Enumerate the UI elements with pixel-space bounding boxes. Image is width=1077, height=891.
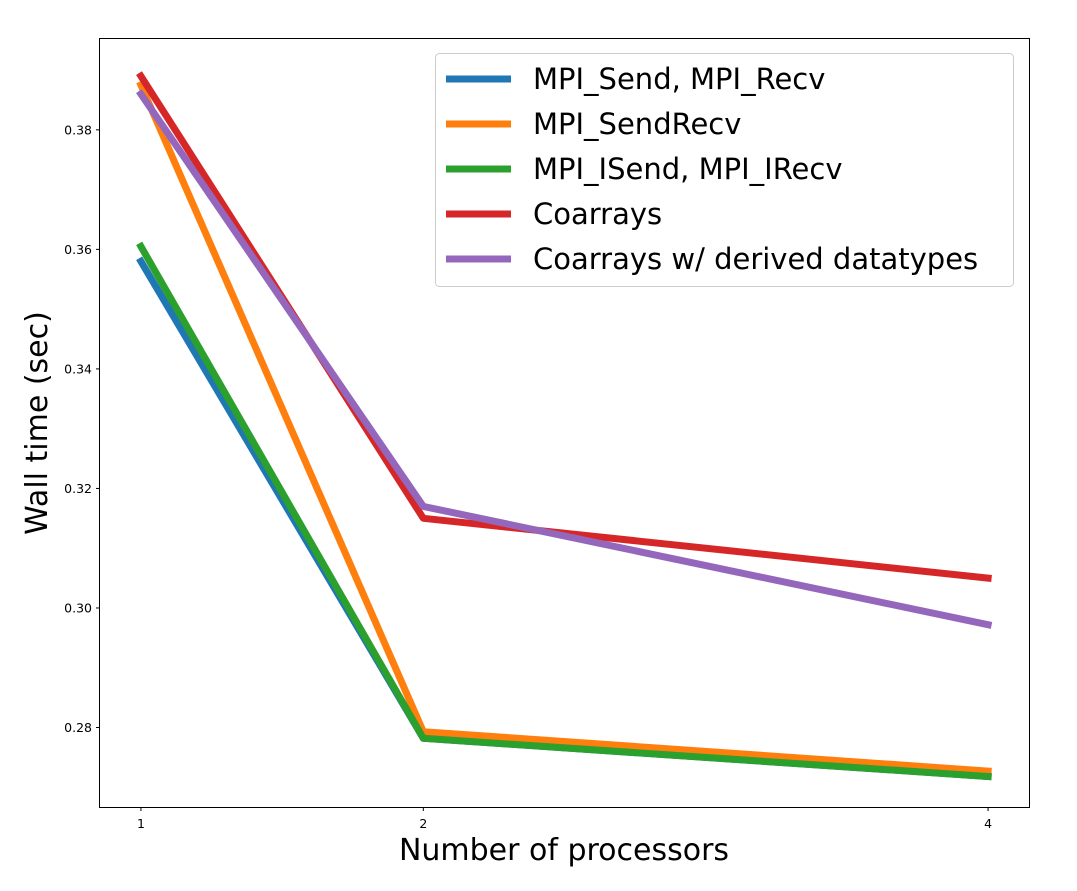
legend-label-2: MPI_SendRecv: [533, 107, 741, 141]
y-tick-label: 0.32: [64, 481, 92, 496]
legend-label-3: MPI_ISend, MPI_IRecv: [533, 152, 843, 186]
x-tick-label: 1: [137, 816, 145, 831]
x-tick-label: 4: [984, 816, 992, 831]
x-tick-label: 2: [419, 816, 427, 831]
axes-layer: 1 2 4 0.28 0.30 0.32 0.34 0.36 0.38: [64, 122, 992, 831]
y-tick-label: 0.34: [64, 361, 92, 376]
y-axis-title: Wall time (sec): [20, 311, 55, 535]
legend-label-1: MPI_Send, MPI_Recv: [533, 62, 825, 96]
y-tick-label: 0.38: [64, 122, 92, 137]
legend-box: [435, 53, 1014, 287]
legend: MPI_Send, MPI_Recv MPI_SendRecv MPI_ISend,…: [435, 53, 1014, 287]
legend-entries: MPI_Send, MPI_Recv MPI_SendRecv MPI_ISend,…: [446, 62, 978, 276]
y-tick-label: 0.30: [64, 600, 92, 615]
legend-label-5: Coarrays w/ derived datatypes: [533, 242, 978, 276]
y-tick-label: 0.36: [64, 242, 92, 257]
series-line-4: [136, 71, 992, 582]
legend-label-4: Coarrays: [533, 197, 662, 231]
y-tick-label: 0.28: [64, 720, 92, 735]
x-axis-title: Number of processors: [399, 833, 729, 868]
series-line-3: [136, 241, 992, 781]
series-line-5: [136, 89, 993, 629]
series-layer: [136, 71, 993, 781]
